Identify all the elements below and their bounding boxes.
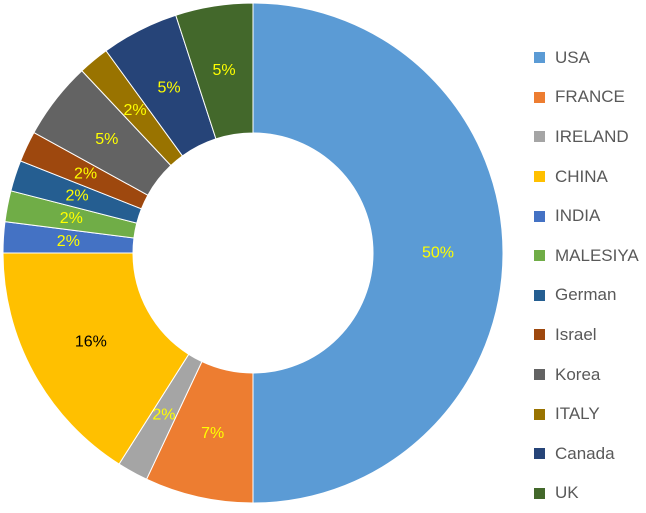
legend-label: Canada bbox=[555, 443, 615, 463]
data-label-korea: 5% bbox=[95, 131, 118, 148]
legend-swatch bbox=[534, 289, 545, 301]
legend-swatch bbox=[534, 487, 545, 499]
data-label-uk: 5% bbox=[212, 62, 235, 79]
legend-label: MALESIYA bbox=[555, 245, 639, 265]
legend-swatch bbox=[534, 52, 545, 64]
legend-item-france: FRANCE bbox=[534, 78, 644, 118]
donut-slice-usa bbox=[252, 2, 504, 504]
data-label-france: 7% bbox=[201, 425, 224, 442]
legend-item-canada: Canada bbox=[534, 434, 644, 474]
legend-label: FRANCE bbox=[555, 87, 625, 107]
legend-swatch bbox=[534, 250, 545, 262]
legend-swatch bbox=[534, 408, 545, 420]
legend-swatch bbox=[534, 171, 545, 183]
legend-label: German bbox=[555, 285, 617, 305]
legend-item-korea: Korea bbox=[534, 355, 644, 395]
data-label-italy: 2% bbox=[124, 102, 147, 119]
chart-legend: USA FRANCE IRELAND CHINA INDIA MALESIYA German… bbox=[534, 38, 644, 513]
legend-item-german: German bbox=[534, 276, 644, 316]
data-label-china: 16% bbox=[75, 334, 107, 351]
data-label-india: 2% bbox=[57, 233, 80, 250]
legend-label: Israel bbox=[555, 324, 597, 344]
legend-item-uk: UK bbox=[534, 474, 644, 513]
data-label-malesiya: 2% bbox=[60, 210, 83, 227]
legend-label: UK bbox=[555, 483, 579, 503]
legend-label: INDIA bbox=[555, 206, 601, 226]
legend-item-israel: Israel bbox=[534, 315, 644, 355]
legend-label: ITALY bbox=[555, 404, 600, 424]
legend-item-china: CHINA bbox=[534, 157, 644, 197]
legend-swatch bbox=[534, 210, 545, 222]
legend-item-malesiya: MALESIYA bbox=[534, 236, 644, 276]
data-label-usa: 50% bbox=[422, 245, 454, 262]
donut-slice-china bbox=[2, 252, 190, 465]
legend-label: IRELAND bbox=[555, 126, 629, 146]
data-label-canada: 5% bbox=[157, 80, 180, 97]
data-label-ireland: 2% bbox=[152, 407, 175, 424]
legend-item-usa: USA bbox=[534, 38, 644, 78]
legend-swatch bbox=[534, 369, 545, 381]
legend-item-italy: ITALY bbox=[534, 394, 644, 434]
legend-item-india: INDIA bbox=[534, 196, 644, 236]
legend-swatch bbox=[534, 329, 545, 341]
data-label-german: 2% bbox=[65, 187, 88, 204]
legend-swatch bbox=[534, 91, 545, 103]
legend-label: CHINA bbox=[555, 166, 608, 186]
legend-item-ireland: IRELAND bbox=[534, 117, 644, 157]
legend-label: Korea bbox=[555, 364, 601, 384]
legend-swatch bbox=[534, 448, 545, 460]
data-label-israel: 2% bbox=[74, 166, 97, 183]
legend-label: USA bbox=[555, 47, 590, 67]
donut-slice-uk bbox=[175, 2, 254, 140]
legend-swatch bbox=[534, 131, 545, 143]
